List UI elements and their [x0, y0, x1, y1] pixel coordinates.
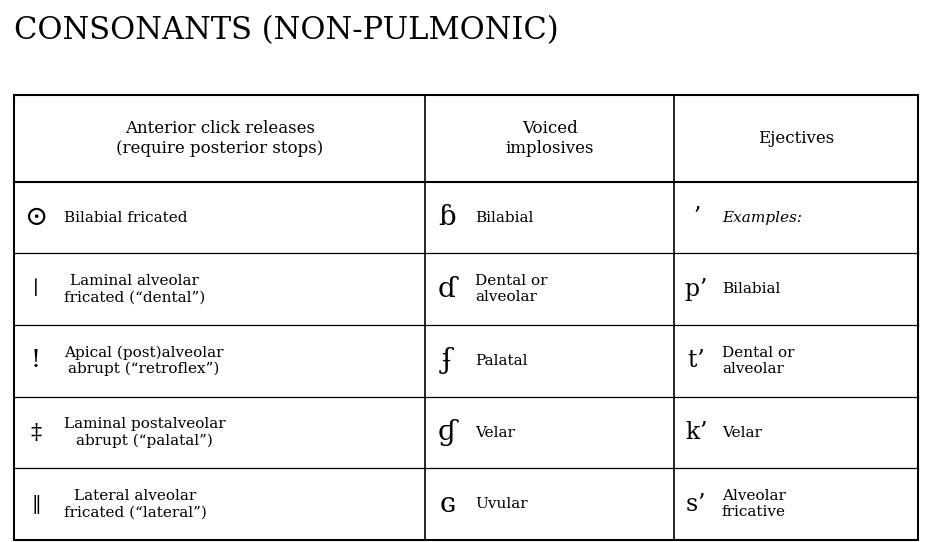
Text: ‡: ‡ [31, 422, 42, 443]
Text: ⊙: ⊙ [24, 204, 48, 231]
Text: ɓ: ɓ [439, 204, 456, 231]
Text: tʼ: tʼ [688, 350, 705, 372]
Text: Velar: Velar [722, 425, 761, 440]
Text: Ejectives: Ejectives [758, 130, 834, 147]
Text: Velar: Velar [475, 425, 515, 440]
Text: Apical (post)alveolar
abrupt (“retroflex”): Apical (post)alveolar abrupt (“retroflex… [64, 345, 224, 376]
Text: kʼ: kʼ [685, 421, 706, 444]
Text: ʼ: ʼ [692, 206, 700, 229]
Text: Dental or
alveolar: Dental or alveolar [475, 274, 548, 305]
Text: Dental or
alveolar: Dental or alveolar [722, 346, 794, 376]
Text: Bilabial: Bilabial [475, 211, 534, 224]
Text: CONSONANTS (NON-PULMONIC): CONSONANTS (NON-PULMONIC) [14, 15, 558, 46]
Text: sʼ: sʼ [686, 493, 706, 515]
Text: Palatal: Palatal [475, 354, 528, 368]
Text: Laminal alveolar
fricated (“dental”): Laminal alveolar fricated (“dental”) [64, 274, 205, 305]
Text: Alveolar
fricative: Alveolar fricative [722, 489, 786, 519]
Bar [14, 95, 918, 540]
Text: ɢ: ɢ [439, 491, 456, 518]
Text: Anterior click releases
(require posterior stops): Anterior click releases (require posteri… [116, 120, 323, 157]
Text: Uvular: Uvular [475, 497, 528, 511]
Text: !: ! [31, 350, 41, 372]
Text: Examples:: Examples: [722, 211, 802, 224]
Text: Lateral alveolar
fricated (“lateral”): Lateral alveolar fricated (“lateral”) [64, 489, 207, 519]
Text: Voiced
implosives: Voiced implosives [505, 120, 594, 157]
Text: ∣: ∣ [34, 280, 39, 298]
Text: Laminal postalveolar
abrupt (“palatal”): Laminal postalveolar abrupt (“palatal”) [64, 417, 226, 448]
Text: pʼ: pʼ [684, 278, 707, 301]
Text: ‖: ‖ [31, 495, 41, 514]
Text: Bilabial fricated: Bilabial fricated [64, 211, 187, 224]
Text: ɠ: ɠ [438, 419, 457, 446]
Text: Bilabial: Bilabial [722, 282, 780, 296]
Text: ɗ: ɗ [438, 276, 457, 303]
Text: ʄ: ʄ [442, 347, 453, 375]
